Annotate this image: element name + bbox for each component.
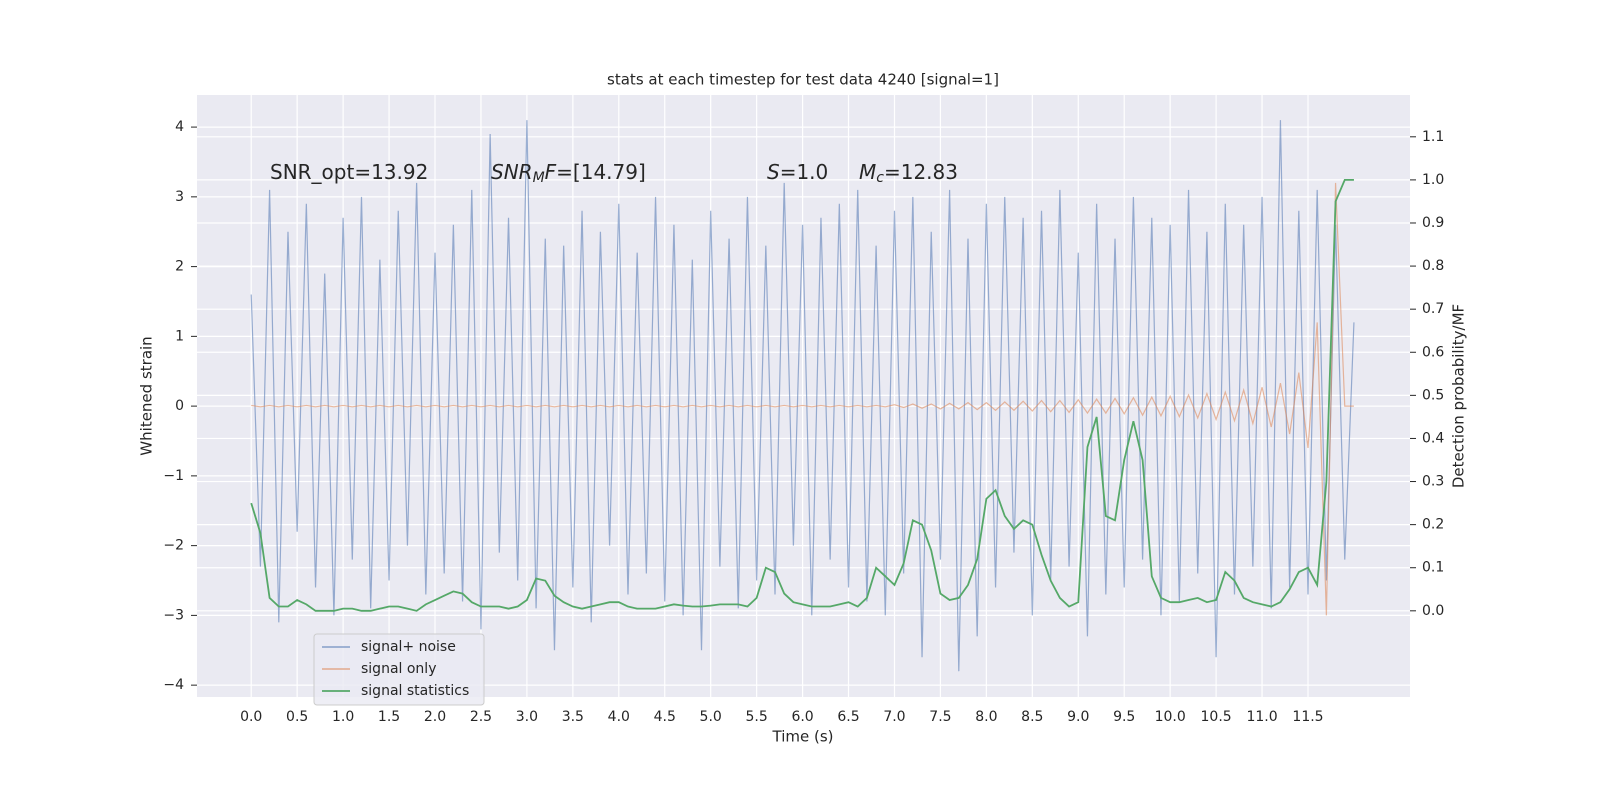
y2-tick-label: 0.6 <box>1422 344 1444 360</box>
x-tick-label: 4.5 <box>654 709 676 725</box>
legend-label: signal+ noise <box>361 639 456 655</box>
chart-title: stats at each timestep for test data 424… <box>607 71 999 89</box>
x-tick-label: 1.0 <box>332 709 354 725</box>
x-tick-label: 10.5 <box>1201 709 1232 725</box>
x-tick-label: 2.0 <box>424 709 446 725</box>
y-tick-label: 1 <box>175 328 184 344</box>
y2-tick-label: 0.3 <box>1422 474 1444 490</box>
annotation-part: F <box>545 160 557 184</box>
y2-tick-label: 0.4 <box>1422 430 1444 446</box>
annotation: S=1.0 <box>767 160 828 184</box>
annotation-part: =1.0 <box>780 160 829 184</box>
x-tick-label: 5.0 <box>700 709 722 725</box>
y-tick-label: −1 <box>163 468 184 484</box>
x-axis-label: Time (s) <box>772 728 834 746</box>
x-tick-label: 10.0 <box>1155 709 1186 725</box>
annotation: SNRMF=[14.79] <box>491 160 646 187</box>
y2-tick-label: 0.0 <box>1422 603 1444 619</box>
y2-tick-label: 0.5 <box>1422 387 1444 403</box>
annotation: Mc=12.83 <box>859 160 958 187</box>
series-line <box>251 182 1354 616</box>
y-tick-label: 3 <box>175 189 184 205</box>
annotation-part: =12.83 <box>884 160 958 184</box>
series-line <box>250 178 1354 612</box>
legend-label: signal only <box>361 661 436 677</box>
y-tick-label: −4 <box>163 677 184 693</box>
annotation-part: SNR <box>491 160 533 184</box>
x-tick-label: 3.0 <box>516 709 538 725</box>
legend-label: signal statistics <box>361 683 469 699</box>
x-tick-label: 9.0 <box>1067 709 1089 725</box>
y-tick-label: 2 <box>175 259 184 275</box>
series-line <box>250 120 1355 672</box>
labels: 0.0 0.5 1.0 1.5 2.0 2.5 3.0 3.5 4.0 4.5 5.0 5.5 6.0 6… <box>163 119 1444 725</box>
y-tick-label: −2 <box>163 538 184 554</box>
y2-tick-label: 0.9 <box>1422 215 1444 231</box>
x-tick-label: 7.5 <box>929 709 951 725</box>
x-tick-label: 11.0 <box>1246 709 1277 725</box>
annotation-part: S <box>767 160 780 184</box>
x-tick-label: 9.5 <box>1113 709 1135 725</box>
y2-tick-label: 0.1 <box>1422 560 1444 576</box>
legend: signal+ noise signal only signal statistic… <box>313 633 485 706</box>
y2-axis-label: Detection probability/MF <box>1450 304 1468 488</box>
x-tick-label: 4.0 <box>608 709 630 725</box>
annotation-part: c <box>876 170 884 186</box>
x-tick-label: 0.5 <box>286 709 308 725</box>
x-tick-label: 1.5 <box>378 709 400 725</box>
annotation-part: M <box>859 160 876 184</box>
x-tick-label: 2.5 <box>470 709 492 725</box>
annotation-part: =[14.79] <box>556 160 646 184</box>
annotation: SNR_opt=13.92 <box>270 160 428 184</box>
annotation-part: SNR_opt=13.92 <box>270 160 428 184</box>
x-tick-label: 11.5 <box>1292 709 1323 725</box>
plot-area <box>197 95 1410 697</box>
y-tick-label: −3 <box>163 607 184 623</box>
legend-box <box>313 633 485 706</box>
y2-tick-label: 0.7 <box>1422 301 1444 317</box>
x-tick-label: 3.5 <box>562 709 584 725</box>
y2-tick-label: 1.0 <box>1422 172 1444 188</box>
y2-tick-label: 0.8 <box>1422 258 1444 274</box>
x-tick-label: 6.0 <box>791 709 813 725</box>
x-tick-label: 7.0 <box>883 709 905 725</box>
x-tick-label: 5.5 <box>746 709 768 725</box>
x-tick-label: 6.5 <box>837 709 859 725</box>
x-tick-label: 8.5 <box>1021 709 1043 725</box>
y-axis-label: Whitened strain <box>138 336 156 455</box>
y-tick-label: 0 <box>175 398 184 414</box>
y2-tick-label: 1.1 <box>1422 129 1444 145</box>
x-tick-label: 0.0 <box>240 709 262 725</box>
annotation-part: M <box>533 170 545 186</box>
y-tick-label: 4 <box>175 119 184 135</box>
x-tick-label: 8.0 <box>975 709 997 725</box>
y2-tick-label: 0.2 <box>1422 517 1444 533</box>
marks <box>250 120 1355 672</box>
